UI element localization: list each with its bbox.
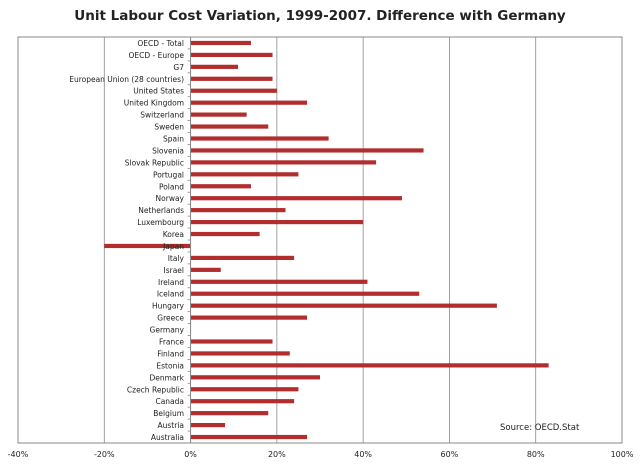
category-label: Spain — [163, 135, 184, 144]
bar — [190, 339, 273, 344]
category-label: Korea — [163, 230, 184, 239]
x-tick-label: -20% — [94, 450, 115, 459]
category-label: Germany — [150, 326, 185, 335]
bar — [190, 64, 239, 69]
bar — [104, 243, 191, 249]
category-label: Israel — [164, 266, 185, 275]
bar — [190, 231, 260, 237]
category-label: Canada — [155, 397, 184, 406]
bar — [190, 315, 308, 320]
category-label: United States — [133, 87, 184, 96]
category-label: Poland — [159, 182, 184, 191]
bar — [190, 88, 277, 93]
bar — [190, 387, 299, 392]
bar — [190, 136, 329, 141]
bar — [190, 279, 368, 284]
bar — [190, 363, 549, 368]
bar — [190, 255, 295, 261]
category-label: Slovenia — [152, 146, 184, 155]
bar — [190, 399, 295, 404]
bar — [190, 434, 308, 440]
category-label: European Union (28 countries) — [69, 75, 184, 84]
category-label: Netherlands — [138, 206, 184, 215]
category-label: Slovak Republic — [125, 158, 184, 167]
bar — [190, 291, 420, 296]
plot-frame — [17, 36, 623, 444]
bar — [190, 76, 273, 81]
category-label: Finland — [157, 349, 184, 358]
category-label: Belgium — [153, 409, 184, 418]
category-label: Australia — [151, 433, 184, 442]
category-label: Italy — [168, 254, 185, 263]
x-tick-label: 40% — [354, 450, 372, 459]
category-label: Greece — [157, 314, 184, 323]
category-label: Luxembourg — [137, 218, 184, 227]
category-label: Japan — [162, 242, 184, 251]
x-tick-label: 80% — [527, 450, 545, 459]
category-label: Hungary — [152, 302, 185, 311]
bar — [190, 184, 251, 189]
category-label: Czech Republic — [127, 385, 184, 394]
bar — [190, 375, 320, 380]
category-label: Estonia — [156, 361, 184, 370]
bar — [190, 52, 273, 58]
bar — [190, 303, 497, 308]
bar — [190, 148, 424, 153]
x-tick-label: 100% — [611, 450, 634, 459]
category-label: United Kingdom — [124, 99, 184, 108]
category-label: Ireland — [158, 278, 184, 287]
category-label: OECD - Europe — [128, 51, 184, 60]
bar — [190, 422, 226, 428]
bar — [190, 172, 299, 177]
x-tick-label: 60% — [441, 450, 459, 459]
bar — [190, 351, 290, 356]
category-label: Norway — [156, 194, 185, 203]
source-note: Source: OECD.Stat — [500, 423, 580, 433]
category-label: Denmark — [150, 373, 185, 382]
bar — [190, 124, 269, 129]
bar — [190, 208, 286, 213]
category-label: OECD - Total — [137, 39, 184, 48]
bar — [190, 411, 269, 416]
bar — [190, 112, 247, 117]
bar — [190, 40, 251, 46]
x-tick-label: 0% — [184, 450, 197, 459]
category-label: France — [159, 338, 184, 347]
category-label: Sweden — [154, 123, 184, 132]
category-label: Austria — [158, 421, 185, 430]
bar — [190, 267, 221, 272]
category-label: Iceland — [157, 290, 184, 299]
bar — [190, 160, 377, 165]
category-label: Portugal — [153, 170, 184, 179]
bar — [190, 196, 402, 201]
category-label: G7 — [173, 63, 184, 72]
x-tick-label: -40% — [8, 450, 29, 459]
chart-title: Unit Labour Cost Variation, 1999-2007. D… — [74, 8, 566, 24]
bar — [190, 100, 308, 105]
category-label: Switzerland — [140, 111, 184, 120]
x-tick-label: 20% — [268, 450, 286, 459]
bar — [190, 219, 364, 225]
